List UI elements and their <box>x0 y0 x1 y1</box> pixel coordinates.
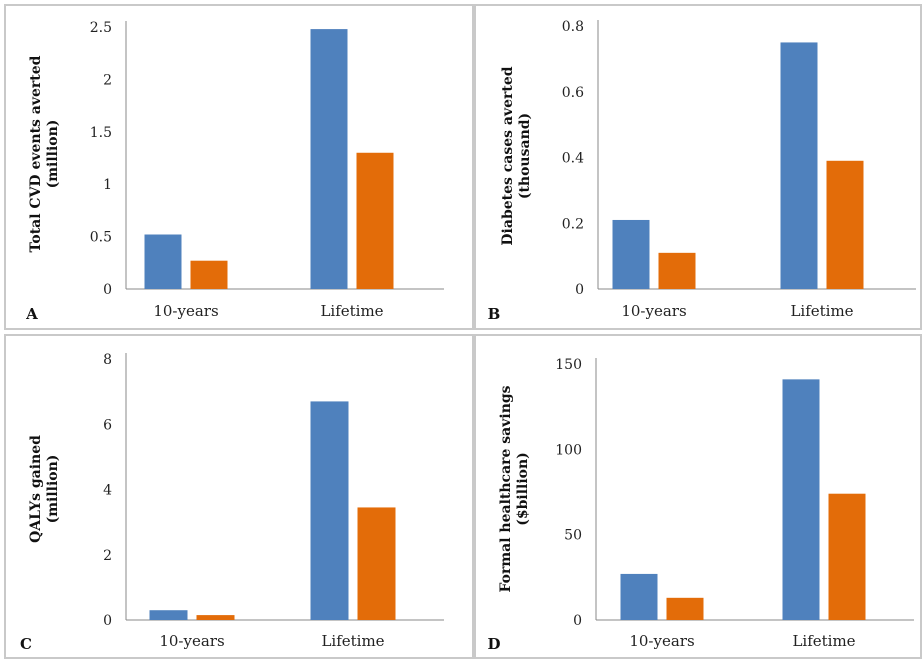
x-category-label: Lifetime <box>320 302 383 320</box>
y-tick-label: 150 <box>555 357 582 373</box>
y-tick-label: 2 <box>103 72 112 88</box>
bar-10-years-series-1 <box>144 234 182 289</box>
bar-10-years-series-2 <box>658 252 696 289</box>
chart-c: 0 2 4 6 8 10-years Lifetime QALYs gained (millio… <box>20 352 444 653</box>
chart-a: 0 0.5 1 1.5 2 2.5 10-years Lifetime Total CVD ev… <box>25 20 444 323</box>
y-tick-label: 0 <box>103 613 112 629</box>
panel-label-c: C <box>20 635 32 653</box>
panel-d: 0 50 100 150 10-years Lifetime Formal healthca… <box>474 334 922 659</box>
y-axis-label-line: (million) <box>45 120 61 189</box>
x-category-label: 10-years <box>629 632 694 650</box>
y-tick-label: 0.5 <box>90 230 112 246</box>
y-tick-label: 100 <box>555 442 582 458</box>
bar-lifetime-series-1 <box>310 401 349 620</box>
bar-lifetime-series-2 <box>357 507 396 620</box>
y-tick-label: 2 <box>103 548 112 564</box>
x-category-label: Lifetime <box>792 632 855 650</box>
bar-lifetime-series-2 <box>356 152 394 289</box>
y-tick-label: 4 <box>103 483 112 499</box>
y-axis-label: QALYs gained (million) <box>28 435 61 543</box>
y-tick-label: 0 <box>103 282 112 298</box>
bar-10-years-series-1 <box>149 610 188 620</box>
y-tick-label: 1 <box>103 177 112 193</box>
y-tick-label: 0 <box>573 613 582 629</box>
bar-10-years-series-2 <box>666 597 704 620</box>
y-tick-label: 50 <box>564 528 582 544</box>
chart-d: 0 50 100 150 10-years Lifetime Formal healthca… <box>487 357 914 653</box>
panel-label-b: B <box>488 305 501 323</box>
y-tick-label: 0.4 <box>562 151 584 167</box>
y-axis-label-line: QALYs gained <box>28 435 44 543</box>
y-tick-label: 1.5 <box>90 125 112 141</box>
panel-label-d: D <box>487 635 500 653</box>
x-category-label: Lifetime <box>790 302 853 320</box>
y-tick-label: 6 <box>103 417 112 433</box>
y-tick-label: 2.5 <box>90 20 112 36</box>
bar-10-years-series-1 <box>612 219 650 289</box>
y-axis-label-line: Diabetes cases averted <box>500 66 516 245</box>
panel-label-a: A <box>25 305 38 323</box>
y-axis-label-line: (thousand) <box>517 113 533 199</box>
bar-lifetime-series-2 <box>828 493 866 620</box>
y-axis-label-line: (million) <box>45 455 61 524</box>
y-axis-label: Formal healthcare savings ($billion) <box>498 385 531 592</box>
y-tick-label: 0.8 <box>562 19 584 35</box>
bar-10-years-series-2 <box>190 260 228 289</box>
y-axis-label-line: Formal healthcare savings <box>498 385 514 592</box>
y-axis-label-line: ($billion) <box>515 452 531 526</box>
y-axis-label: Diabetes cases averted (thousand) <box>500 66 533 245</box>
x-category-label: 10-years <box>159 632 224 650</box>
panel-a: 0 0.5 1 1.5 2 2.5 10-years Lifetime Total CVD ev… <box>4 4 474 330</box>
chart-b: 0 0.2 0.4 0.6 0.8 10-years Lifetime Diabetes ca… <box>488 19 916 323</box>
bar-10-years-series-1 <box>620 573 658 620</box>
y-axis-label-line: Total CVD events averted <box>28 55 44 252</box>
x-category-label: 10-years <box>153 302 218 320</box>
y-tick-label: 0 <box>575 282 584 298</box>
bar-lifetime-series-1 <box>310 29 348 289</box>
y-axis-label: Total CVD events averted (million) <box>28 55 61 252</box>
y-tick-label: 0.6 <box>562 85 584 101</box>
bar-lifetime-series-2 <box>826 160 864 289</box>
panel-c: 0 2 4 6 8 10-years Lifetime QALYs gained (millio… <box>4 334 474 659</box>
bar-lifetime-series-1 <box>780 42 818 289</box>
x-category-label: Lifetime <box>321 632 384 650</box>
panel-b: 0 0.2 0.4 0.6 0.8 10-years Lifetime Diabetes ca… <box>474 4 922 330</box>
x-category-label: 10-years <box>621 302 686 320</box>
bar-lifetime-series-1 <box>782 379 820 620</box>
y-tick-label: 8 <box>103 352 112 368</box>
y-tick-label: 0.2 <box>562 216 584 232</box>
bar-10-years-series-2 <box>196 615 235 620</box>
